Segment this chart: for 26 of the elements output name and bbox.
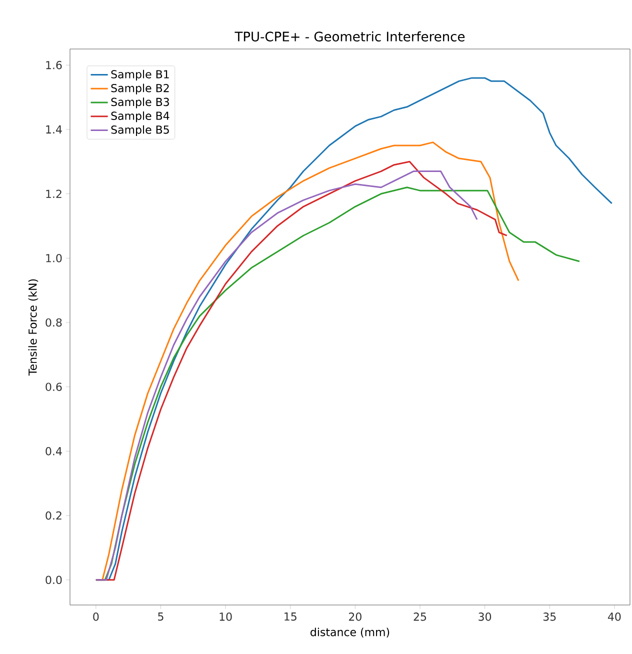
- x-axis-title: distance (mm): [310, 628, 390, 638]
- x-tick-label: 10: [220, 612, 232, 621]
- legend-label: Sample B4: [111, 111, 170, 122]
- y-tick-label: 1.0: [46, 254, 62, 262]
- legend-label: Sample B5: [111, 125, 169, 136]
- y-tick-label: 1.4: [46, 125, 62, 134]
- y-tick-label: 0.6: [46, 382, 62, 392]
- y-tick-label: 0.8: [46, 318, 62, 327]
- legend-label: Sample B3: [111, 98, 169, 108]
- x-tick-label: 15: [284, 612, 296, 621]
- x-tick-label: 35: [543, 612, 556, 621]
- x-tick-label: 0: [93, 612, 99, 621]
- y-tick-label: 1.6: [46, 60, 62, 70]
- legend-label: Sample B1: [111, 70, 169, 81]
- x-tick-label: 40: [608, 612, 621, 621]
- x-tick-label: 25: [414, 612, 426, 621]
- y-tick-label: 1.2: [46, 190, 62, 198]
- chart-title: TPU-CPE+ - Geometric Interference: [234, 31, 465, 42]
- x-tick-label: 30: [478, 612, 492, 621]
- y-axis-title: Tensile Force (kN): [28, 279, 38, 376]
- legend-label: Sample B2: [111, 84, 169, 94]
- x-tick-label: 5: [158, 612, 164, 621]
- x-tick-label: 20: [348, 612, 362, 621]
- y-tick-label: 0.0: [46, 576, 62, 584]
- y-tick-label: 0.2: [46, 511, 62, 520]
- y-tick-label: 0.4: [46, 447, 62, 456]
